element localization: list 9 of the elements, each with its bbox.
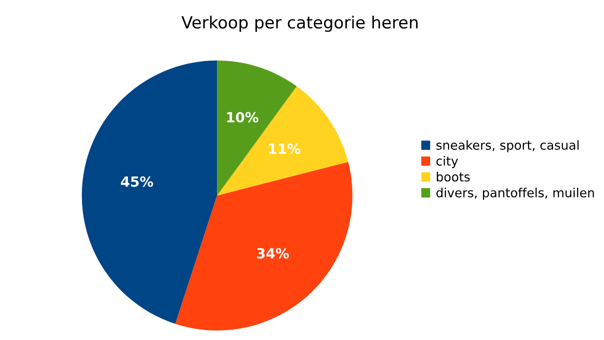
legend-label: divers, pantoffels, muilen (436, 188, 594, 200)
legend-label: city (436, 156, 458, 168)
legend-label: sneakers, sport, casual (436, 140, 579, 152)
data-label: 10% (227, 112, 258, 122)
chart-title: Verkoop per categorie heren (182, 16, 418, 32)
data-label: 11% (269, 143, 300, 154)
data-label: 45% (120, 176, 154, 187)
legend-label: boots (436, 172, 470, 182)
data-label: 34% (257, 248, 289, 259)
